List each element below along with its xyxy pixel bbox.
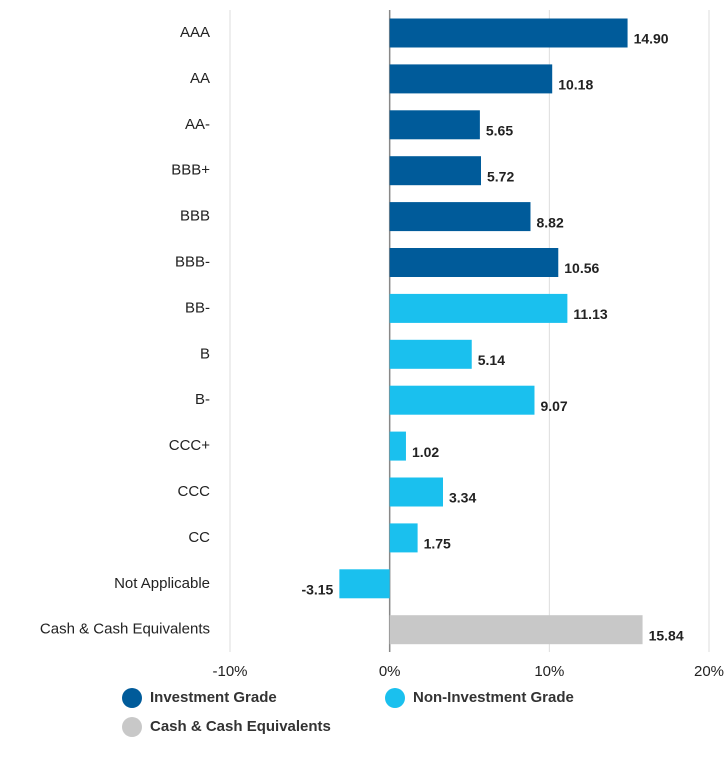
legend-marker xyxy=(122,717,142,737)
x-tick-label: -10% xyxy=(212,663,247,680)
bar xyxy=(389,293,568,323)
x-tick-label: 0% xyxy=(379,663,401,680)
legend-label: Investment Grade xyxy=(150,689,277,706)
value-label: 1.02 xyxy=(412,444,439,460)
y-tick-label: BB- xyxy=(185,299,210,316)
y-tick-label: CCC xyxy=(178,483,211,500)
value-label: 5.14 xyxy=(478,352,505,368)
bar xyxy=(389,110,480,140)
legend-marker xyxy=(385,688,405,708)
value-label: 5.65 xyxy=(486,123,513,139)
value-label: 1.75 xyxy=(424,536,451,552)
x-tick-label: 20% xyxy=(694,663,724,680)
bar xyxy=(339,569,390,599)
y-tick-label: CCC+ xyxy=(169,437,210,454)
y-tick-label: B- xyxy=(195,391,210,408)
value-label: -3.15 xyxy=(301,582,333,598)
x-tick-label: 10% xyxy=(534,663,564,680)
bar xyxy=(389,431,406,461)
value-label: 11.13 xyxy=(573,306,607,322)
y-tick-label: AA- xyxy=(185,116,210,133)
y-tick-label: Cash & Cash Equivalents xyxy=(40,621,210,638)
bar xyxy=(389,615,643,645)
y-tick-label: BBB- xyxy=(175,253,210,270)
value-label: 5.72 xyxy=(487,168,514,184)
y-tick-label: AAA xyxy=(180,24,210,41)
bar xyxy=(389,477,443,507)
bar xyxy=(389,385,535,415)
value-label: 8.82 xyxy=(536,214,563,230)
y-tick-label: AA xyxy=(190,70,210,87)
y-tick-label: Not Applicable xyxy=(114,575,210,592)
y-tick-label: BBB+ xyxy=(171,162,210,179)
value-label: 10.18 xyxy=(558,77,593,93)
legend-label: Cash & Cash Equivalents xyxy=(150,718,331,735)
value-label: 10.56 xyxy=(564,260,599,276)
legend-marker xyxy=(122,688,142,708)
value-label: 14.90 xyxy=(634,31,669,47)
bar xyxy=(389,202,531,232)
bar xyxy=(389,339,472,369)
y-tick-label: BBB xyxy=(180,208,210,225)
legend-label: Non-Investment Grade xyxy=(413,689,574,706)
bar xyxy=(389,18,628,48)
y-tick-label: B xyxy=(200,345,210,362)
value-label: 15.84 xyxy=(649,627,684,643)
value-label: 3.34 xyxy=(449,490,476,506)
bar xyxy=(389,64,553,94)
y-tick-label: CC xyxy=(188,529,210,546)
bar xyxy=(389,248,559,277)
bar xyxy=(389,523,418,553)
bar xyxy=(389,156,481,186)
value-label: 9.07 xyxy=(540,398,567,414)
